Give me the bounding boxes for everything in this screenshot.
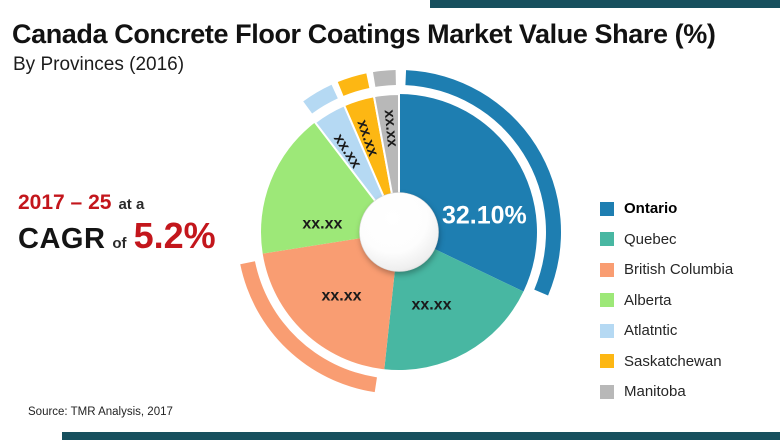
pie-slice-british-columbia bbox=[262, 232, 399, 370]
legend-label: Manitoba bbox=[624, 383, 686, 400]
cagr-callout: 2017 – 25 at a CAGR of 5.2% bbox=[18, 191, 216, 257]
pie-outer-arcs bbox=[240, 70, 562, 393]
legend-item-atlatntic: Atlatntic bbox=[600, 322, 733, 339]
legend-item-manitoba: Manitoba bbox=[600, 383, 733, 400]
bottom-accent-bar bbox=[62, 432, 780, 440]
donut-center-hole bbox=[359, 192, 439, 272]
page-subtitle: By Provinces (2016) bbox=[13, 54, 185, 75]
legend-label: Ontario bbox=[624, 200, 678, 217]
cagr-value-line: CAGR of 5.2% bbox=[18, 215, 216, 257]
legend-swatch bbox=[600, 293, 614, 307]
legend-swatch bbox=[600, 232, 614, 246]
pie-slice-quebec bbox=[384, 232, 524, 370]
legend-item-british-columbia: British Columbia bbox=[600, 261, 733, 278]
outer-arc-atlatntic bbox=[303, 84, 338, 114]
legend-label: Alberta bbox=[624, 291, 672, 309]
outer-arc-saskatchewan bbox=[337, 73, 370, 96]
legend-swatch bbox=[600, 201, 614, 216]
legend-item-ontario: Ontario bbox=[600, 200, 733, 217]
cagr-of: of bbox=[112, 235, 127, 252]
source-note: Source: TMR Analysis, 2017 bbox=[28, 406, 173, 418]
slice-label-manitoba: xx.xx bbox=[381, 109, 401, 149]
legend-label: Saskatchewan bbox=[624, 352, 722, 370]
legend-item-quebec: Quebec bbox=[600, 231, 733, 248]
cagr-metric: CAGR bbox=[18, 223, 106, 255]
outer-arc-ontario bbox=[405, 70, 562, 296]
top-accent-bar bbox=[430, 0, 780, 8]
legend-swatch bbox=[600, 384, 614, 399]
page-title: Canada Concrete Floor Coatings Market Va… bbox=[12, 19, 716, 49]
outer-arc-manitoba bbox=[372, 70, 396, 87]
slice-label-quebec: xx.xx bbox=[411, 297, 451, 314]
legend-item-saskatchewan: Saskatchewan bbox=[600, 353, 733, 370]
slice-label-ontario: 32.10% bbox=[442, 201, 527, 229]
legend-label: Atlatntic bbox=[624, 322, 678, 339]
cagr-range: 2017 – 25 bbox=[18, 191, 112, 214]
slice-label-british-columbia: xx.xx bbox=[321, 287, 361, 304]
outer-arc-british-columbia bbox=[240, 261, 377, 393]
cagr-range-suffix: at a bbox=[118, 196, 145, 213]
legend-item-alberta: Alberta bbox=[600, 292, 733, 309]
cagr-value: 5.2% bbox=[133, 215, 216, 256]
legend-label: British Columbia bbox=[624, 261, 734, 278]
legend-swatch bbox=[600, 354, 614, 368]
chart-legend: Ontario Quebec British Columbia Alberta Atla… bbox=[600, 200, 733, 400]
legend-swatch bbox=[600, 323, 614, 338]
slice-label-alberta: xx.xx bbox=[302, 216, 342, 233]
cagr-range-line: 2017 – 25 at a bbox=[18, 191, 216, 215]
legend-swatch bbox=[600, 262, 614, 277]
legend-label: Quebec bbox=[624, 230, 677, 248]
